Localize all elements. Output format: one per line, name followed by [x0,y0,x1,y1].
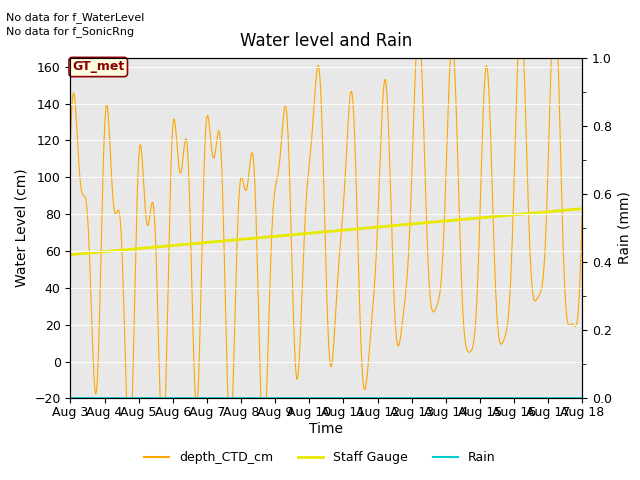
Y-axis label: Water Level (cm): Water Level (cm) [15,168,29,288]
Rain [313,396,321,401]
Rain [579,396,586,401]
Legend: depth_CTD_cm, Staff Gauge, Rain: depth_CTD_cm, Staff Gauge, Rain [140,446,500,469]
depth_CTD_cm [125,447,133,453]
Rain [371,396,379,401]
Text: No data for f_SonicRng: No data for f_SonicRng [6,26,134,37]
depth_CTD_cm [513,67,521,73]
Title: Water level and Rain: Water level and Rain [240,33,413,50]
Rain [310,396,317,401]
depth_CTD_cm [125,444,132,450]
depth_CTD_cm [285,159,293,165]
X-axis label: Time: Time [309,422,344,436]
Rain [566,396,574,401]
Text: No data for f_WaterLevel: No data for f_WaterLevel [6,12,145,23]
Y-axis label: Rain (mm): Rain (mm) [618,192,632,264]
Rain [486,396,494,401]
Rain [67,396,74,401]
Line: depth_CTD_cm: depth_CTD_cm [70,2,582,450]
Rain [344,396,351,401]
depth_CTD_cm [263,381,271,386]
depth_CTD_cm [551,0,559,5]
depth_CTD_cm [67,138,74,144]
depth_CTD_cm [579,202,586,208]
depth_CTD_cm [156,369,163,374]
depth_CTD_cm [569,321,577,327]
Text: GT_met: GT_met [72,60,124,73]
